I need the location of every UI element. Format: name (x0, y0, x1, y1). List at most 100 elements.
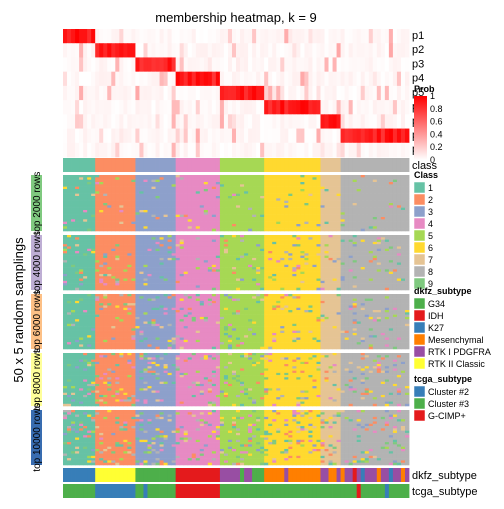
sampling-cell (320, 210, 325, 213)
sampling-cell (215, 200, 221, 204)
sampling-cell (388, 210, 394, 213)
sampling-cell (135, 224, 140, 227)
membership-cell (376, 85, 382, 101)
sampling-cell (135, 184, 140, 187)
sampling-cell (360, 276, 366, 279)
sampling-cell (227, 239, 233, 243)
sampling-cell (352, 186, 358, 190)
sampling-cell (276, 239, 281, 243)
sampling-cell (292, 210, 297, 213)
sampling-cell (87, 228, 92, 232)
sampling-cell (244, 253, 249, 256)
sampling-cell (143, 198, 148, 201)
sampling-cell (143, 262, 148, 266)
sampling-cell (175, 217, 181, 220)
sampling-cell (151, 246, 156, 250)
sampling-cell (211, 235, 217, 238)
sampling-cell (115, 203, 120, 206)
sampling-cell (304, 235, 309, 238)
sampling-cell (111, 241, 116, 245)
sampling-cell (223, 260, 229, 263)
membership-cell (352, 43, 358, 58)
membership-cell (384, 85, 390, 101)
sampling-cell (304, 239, 309, 243)
sampling-cell (248, 280, 253, 284)
sampling-cell (75, 177, 80, 180)
sampling-cell (292, 271, 297, 275)
sampling-cell (248, 246, 253, 250)
membership-cell (203, 114, 209, 129)
sampling-cell (183, 244, 189, 247)
membership-cell (95, 71, 100, 87)
sampling-cell (276, 205, 281, 208)
sampling-cell (123, 285, 128, 289)
sampling-cell (308, 217, 313, 220)
sampling-cell (364, 221, 370, 225)
membership-cell (236, 114, 241, 129)
sampling-cell (111, 264, 116, 268)
sampling-cell (388, 280, 394, 284)
sampling-cell (336, 273, 341, 277)
sampling-cell (284, 260, 289, 263)
sampling-cell (155, 287, 160, 291)
sampling-cell (199, 205, 205, 208)
membership-cell (107, 71, 112, 87)
sampling-cell (167, 193, 173, 197)
sampling-cell (135, 228, 140, 232)
sampling-cell (71, 224, 76, 227)
sampling-cell (215, 241, 221, 245)
sampling-cell (328, 241, 333, 245)
sampling-cell (83, 257, 88, 261)
sampling-cell (87, 235, 92, 238)
sampling-cell (95, 214, 100, 218)
sampling-cell (300, 198, 305, 201)
sampling-cell (264, 184, 269, 187)
sampling-cell (252, 207, 257, 211)
sampling-cell (300, 196, 305, 199)
sampling-cell (219, 182, 225, 185)
sampling-cell (376, 260, 382, 263)
sampling-cell (392, 271, 398, 275)
membership-cell (67, 114, 72, 129)
class-cell (252, 158, 257, 172)
sampling-cell (127, 241, 132, 245)
sampling-cell (195, 267, 201, 270)
sampling-cell (236, 217, 241, 220)
sampling-cell (364, 264, 370, 268)
sampling-cell (268, 184, 273, 187)
membership-cell (219, 85, 225, 101)
sampling-cell (280, 257, 285, 261)
sampling-cell (248, 184, 253, 187)
sampling-cell (360, 251, 366, 254)
membership-cell (240, 57, 245, 72)
sampling-cell (292, 179, 297, 183)
sampling-cell (115, 198, 120, 201)
membership-cell (276, 71, 281, 87)
sampling-cell (143, 203, 148, 206)
sampling-cell (348, 196, 354, 199)
sampling-cell (256, 196, 261, 199)
sampling-cell (131, 196, 136, 199)
sampling-cell (151, 253, 156, 256)
sampling-cell (272, 276, 277, 279)
membership-cell (171, 100, 177, 115)
sampling-cell (236, 207, 241, 211)
sampling-cell (276, 189, 281, 192)
sampling-cell (336, 186, 341, 190)
sampling-cell (312, 280, 317, 284)
sampling-cell (236, 264, 241, 268)
sampling-cell (340, 191, 346, 194)
sampling-cell (151, 210, 156, 213)
sampling-cell (340, 226, 346, 229)
sampling-cell (324, 177, 329, 180)
sampling-cell (352, 221, 358, 225)
membership-cell (187, 85, 193, 101)
sampling-cell (151, 287, 156, 291)
sampling-cell (312, 239, 317, 243)
sampling-cell (91, 203, 96, 206)
sampling-cell (123, 221, 128, 225)
sampling-cell (296, 257, 301, 261)
sampling-cell (183, 207, 189, 211)
sampling-cell (320, 189, 325, 192)
sampling-cell (79, 278, 84, 282)
